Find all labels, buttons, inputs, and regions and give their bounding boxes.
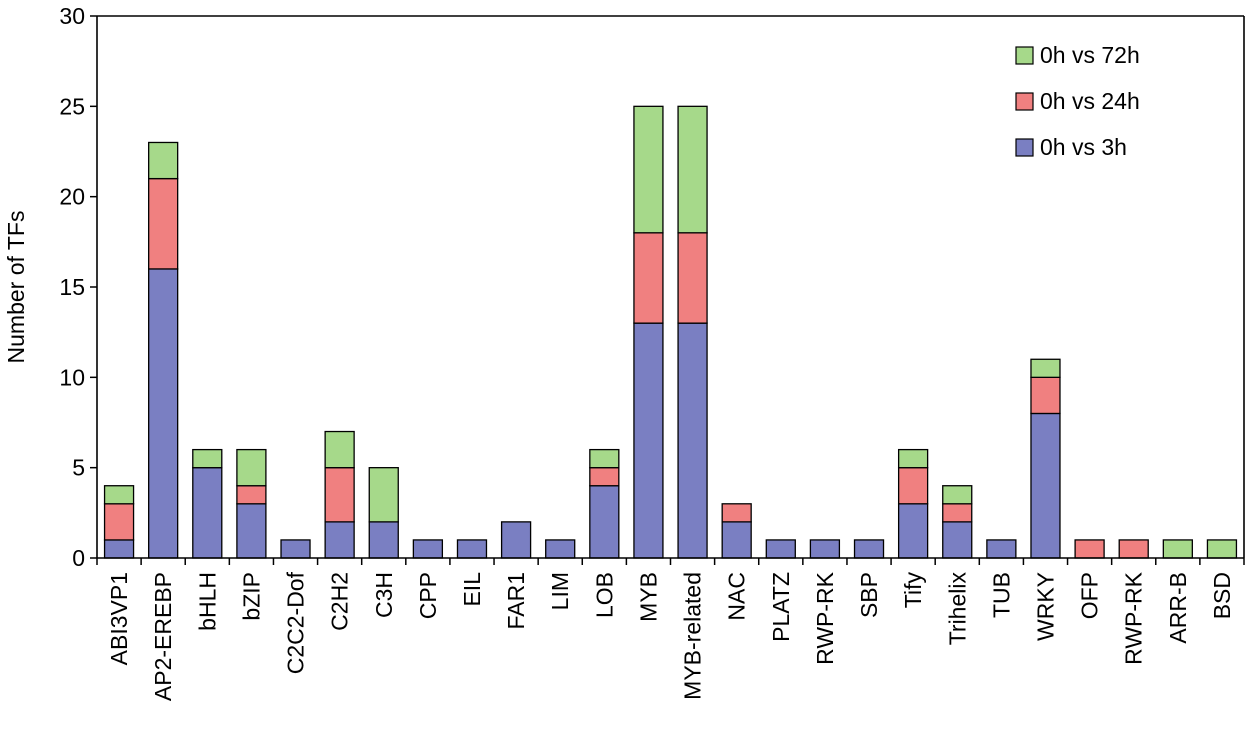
bar-segment-3-25 bbox=[1162, 539, 1193, 559]
legend-swatch-3 bbox=[1015, 138, 1034, 157]
bar-segment-3-2 bbox=[148, 141, 179, 180]
x-category-label-19: Tify bbox=[900, 572, 926, 609]
bar-segment-2-4 bbox=[236, 485, 267, 505]
bar-segment-3-20 bbox=[942, 485, 973, 505]
x-category-label-17: RWP-RK bbox=[812, 571, 838, 665]
x-category-label-20: Trihelix bbox=[944, 572, 970, 646]
x-category-label-13: MYB bbox=[635, 572, 661, 622]
bar-segment-3-12 bbox=[589, 448, 620, 469]
bar-segment-1-5 bbox=[280, 539, 311, 559]
y-tick-label-6: 25 bbox=[59, 93, 85, 119]
bar-segment-2-2 bbox=[148, 177, 179, 270]
y-tick-label-2: 5 bbox=[72, 455, 85, 481]
x-category-label-3: bHLH bbox=[194, 572, 220, 631]
bar-segment-2-13 bbox=[633, 232, 664, 324]
bar-segment-1-13 bbox=[633, 322, 664, 559]
bar-segment-1-22 bbox=[1030, 412, 1061, 559]
x-category-label-16: PLATZ bbox=[768, 572, 794, 642]
bar-segment-1-19 bbox=[897, 503, 929, 559]
bar-segment-3-22 bbox=[1030, 358, 1061, 378]
bar-segment-1-16 bbox=[765, 539, 796, 559]
legend-label-1: 0h vs 72h bbox=[1040, 42, 1140, 68]
x-category-label-26: BSD bbox=[1209, 572, 1235, 619]
x-category-label-25: ARR-B bbox=[1165, 572, 1191, 644]
axes-group: 0 5 10 15 20 25 30 ABI3VP1 AP2-EREBP bHLH bZIP C2C2… bbox=[59, 3, 1245, 701]
x-category-label-23: OFP bbox=[1077, 572, 1103, 619]
legend: 0h vs 72h 0h vs 24h 0h vs 3h bbox=[1015, 42, 1140, 160]
legend-swatch-2 bbox=[1015, 92, 1034, 111]
x-category-label-18: SBP bbox=[856, 572, 882, 618]
bar-segment-2-23 bbox=[1074, 539, 1105, 559]
bar-segment-3-4 bbox=[236, 448, 267, 487]
x-category-label-15: NAC bbox=[724, 572, 750, 621]
bar-segment-3-13 bbox=[633, 105, 664, 234]
bars-group bbox=[103, 105, 1238, 559]
bar-segment-1-18 bbox=[853, 539, 885, 559]
bar-segment-1-4 bbox=[236, 503, 267, 559]
y-tick-label-4: 15 bbox=[59, 274, 85, 300]
bar-segment-1-3 bbox=[192, 467, 223, 559]
bar-segment-2-6 bbox=[324, 467, 355, 523]
bar-segment-1-15 bbox=[721, 521, 752, 559]
x-category-label-24: RWP-RK bbox=[1121, 571, 1147, 665]
x-category-label-21: TUB bbox=[988, 572, 1014, 618]
bar-segment-3-1 bbox=[103, 485, 135, 505]
x-category-label-9: EIL bbox=[459, 572, 485, 607]
legend-label-3: 0h vs 3h bbox=[1040, 134, 1127, 160]
bar-segment-1-8 bbox=[412, 539, 444, 559]
bar-segment-2-14 bbox=[677, 232, 708, 324]
x-category-label-1: ABI3VP1 bbox=[106, 572, 132, 665]
legend-label-2: 0h vs 24h bbox=[1040, 88, 1140, 114]
bar-segment-1-11 bbox=[545, 539, 576, 559]
x-category-label-4: bZIP bbox=[238, 572, 264, 621]
x-category-label-14: MYB-related bbox=[680, 572, 706, 700]
x-category-label-5: C2C2-Dof bbox=[283, 571, 309, 674]
bar-segment-1-9 bbox=[456, 539, 488, 559]
x-category-label-6: C2H2 bbox=[327, 572, 353, 631]
bar-segment-3-6 bbox=[324, 430, 355, 469]
x-category-label-22: WRKY bbox=[1032, 572, 1058, 641]
bar-segment-3-3 bbox=[192, 448, 223, 469]
y-axis-title: Number of TFs bbox=[3, 211, 29, 364]
bar-segment-1-17 bbox=[809, 539, 841, 559]
x-category-label-2: AP2-EREBP bbox=[150, 572, 176, 701]
bar-segment-1-20 bbox=[942, 521, 973, 559]
bar-segment-1-2 bbox=[148, 268, 179, 559]
bar-segment-1-21 bbox=[986, 539, 1017, 559]
bar-segment-2-15 bbox=[721, 503, 752, 523]
bar-segment-2-22 bbox=[1030, 376, 1061, 415]
legend-swatch-1 bbox=[1015, 46, 1034, 65]
bar-segment-2-1 bbox=[103, 503, 135, 541]
x-category-label-7: C3H bbox=[371, 572, 397, 618]
bar-segment-2-20 bbox=[942, 503, 973, 523]
bar-segment-2-19 bbox=[897, 467, 929, 505]
bar-segment-1-1 bbox=[103, 539, 135, 559]
x-category-label-10: FAR1 bbox=[503, 572, 529, 630]
y-tick-label-7: 30 bbox=[59, 3, 85, 29]
bar-segment-3-7 bbox=[368, 467, 399, 523]
bar-segment-1-14 bbox=[677, 322, 708, 559]
y-tick-label-3: 10 bbox=[59, 364, 85, 390]
bar-segment-1-12 bbox=[589, 485, 620, 559]
bar-segment-3-26 bbox=[1206, 539, 1238, 559]
bar-segment-2-24 bbox=[1118, 539, 1149, 559]
y-tick-label-5: 20 bbox=[59, 184, 85, 210]
bar-segment-3-14 bbox=[677, 105, 708, 234]
y-tick-label-1: 0 bbox=[72, 545, 85, 571]
x-category-label-8: CPP bbox=[415, 572, 441, 619]
bar-segment-1-7 bbox=[368, 521, 399, 559]
x-category-label-11: LIM bbox=[547, 572, 573, 610]
bar-segment-2-12 bbox=[589, 467, 620, 487]
bar-segment-1-10 bbox=[500, 521, 532, 559]
x-category-label-12: LOB bbox=[591, 572, 617, 618]
bar-segment-1-6 bbox=[324, 521, 355, 559]
bar-segment-3-19 bbox=[897, 448, 929, 469]
